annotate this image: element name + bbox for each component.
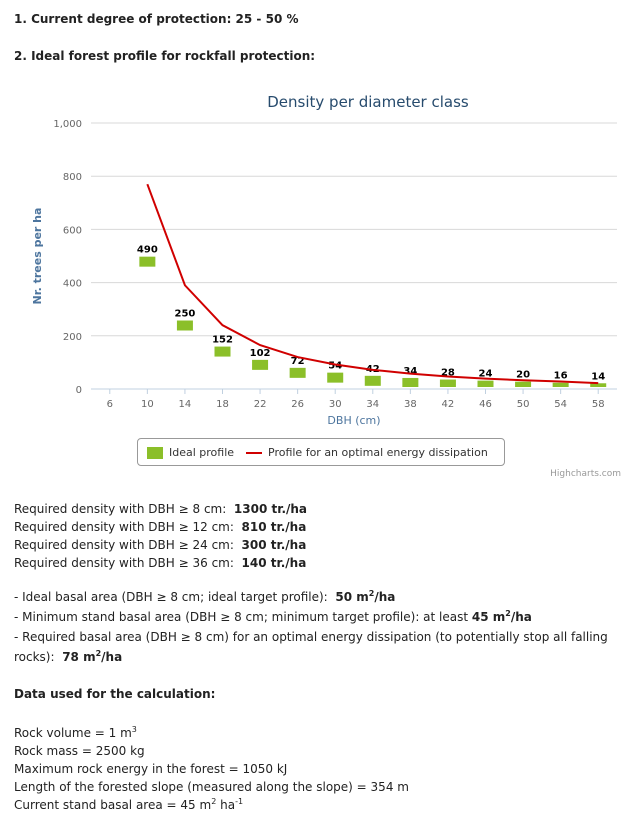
bar-data-label: 28 [441, 368, 455, 379]
x-axis-label: DBH (cm) [327, 414, 380, 427]
legend-item-energy-profile[interactable]: Profile for an optimal energy dissipatio… [246, 446, 488, 459]
x-tick-label: 14 [179, 399, 192, 410]
rock-mass: Rock mass = 2500 kg [14, 744, 145, 758]
bar [139, 256, 156, 267]
calc-data: Rock volume = 1 m3 Rock mass = 2500 kg M… [14, 724, 409, 814]
y-tick-label: 400 [63, 279, 82, 290]
y-tick-label: 200 [63, 332, 82, 343]
legend-label-ideal: Ideal profile [169, 446, 235, 459]
bar-data-label: 16 [554, 371, 568, 382]
x-tick-label: 6 [107, 399, 113, 410]
legend-swatch-bar [147, 446, 163, 459]
bar [477, 380, 494, 387]
bar [439, 379, 456, 387]
chart-legend: Ideal profile Profile for an optimal ene… [137, 438, 505, 466]
bar-data-label: 24 [479, 369, 493, 380]
bar-data-label: 34 [403, 366, 417, 377]
calc-title: Data used for the calculation: [14, 687, 216, 701]
bar [552, 382, 569, 387]
legend-label-energy: Profile for an optimal energy dissipatio… [268, 446, 488, 459]
bar [176, 320, 193, 331]
req-basal-line-2: rocks): 78 m2/ha [14, 649, 123, 664]
bar-data-label: 250 [174, 309, 195, 320]
highcharts-credit[interactable]: Highcharts.com [550, 469, 621, 479]
slope-length: Length of the forested slope (measured a… [14, 780, 409, 794]
x-tick-label: 58 [592, 399, 605, 410]
bar [252, 359, 269, 370]
x-tick-label: 18 [216, 399, 229, 410]
rock-volume: Rock volume = 1 m3 [14, 725, 137, 740]
protection-degree: 1. Current degree of protection: 25 - 50… [14, 12, 299, 26]
density-chart: Density per diameter class 0 200 400 600 800 1… [0, 80, 635, 480]
bar [590, 383, 607, 387]
density-line: Required density with DBH ≥ 24 cm: 300 t… [14, 538, 307, 552]
profile-title: 2. Ideal forest profile for rockfall pro… [14, 49, 316, 63]
x-tick-label: 42 [442, 399, 455, 410]
x-tick-label: 38 [404, 399, 417, 410]
bar-data-label: 72 [291, 356, 305, 367]
bar [214, 346, 231, 357]
x-tick-label: 50 [517, 399, 530, 410]
legend-item-ideal-profile[interactable]: Ideal profile [147, 446, 234, 459]
x-tick-label: 34 [366, 399, 379, 410]
bar-data-label: 490 [137, 245, 158, 256]
bar [515, 381, 532, 387]
x-tick-label: 22 [254, 399, 267, 410]
x-tick-label: 26 [291, 399, 304, 410]
x-tick-label: 10 [141, 399, 154, 410]
bar-data-label: 54 [328, 361, 342, 372]
stand-basal: Current stand basal area = 45 m2 ha-1 [14, 797, 244, 812]
y-tick-label: 1,000 [53, 119, 82, 130]
y-axis-label: Nr. trees per ha [31, 208, 44, 305]
bar [402, 377, 419, 387]
x-tick-label: 30 [329, 399, 342, 410]
density-line: Required density with DBH ≥ 12 cm: 810 t… [14, 520, 307, 534]
chart-title: Density per diameter class [267, 93, 469, 111]
y-tick-label: 800 [63, 172, 82, 183]
basal-area-info: - Ideal basal area (DBH ≥ 8 cm; ideal ta… [14, 587, 608, 667]
x-tick-label: 54 [554, 399, 567, 410]
y-tick-label: 600 [63, 225, 82, 236]
bar-data-label: 14 [591, 371, 605, 382]
ideal-basal-line: - Ideal basal area (DBH ≥ 8 cm; ideal ta… [14, 589, 396, 604]
bar [327, 372, 344, 383]
x-tick-label: 46 [479, 399, 492, 410]
bar [364, 375, 381, 386]
legend-swatch-line [246, 451, 262, 454]
density-line: Required density with DBH ≥ 36 cm: 140 t… [14, 556, 307, 570]
bar-data-label: 20 [516, 370, 530, 381]
min-basal-line: - Minimum stand basal area (DBH ≥ 8 cm; … [14, 609, 532, 624]
req-basal-line-1: - Required basal area (DBH ≥ 8 cm) for a… [14, 630, 608, 644]
y-tick-label: 0 [76, 385, 82, 396]
density-line: Required density with DBH ≥ 8 cm: 1300 t… [14, 502, 308, 516]
bar [289, 367, 306, 378]
energy-line-series [146, 183, 599, 385]
density-list: Required density with DBH ≥ 8 cm: 1300 t… [14, 500, 307, 572]
bar-data-label: 152 [212, 335, 233, 346]
bar-data-label: 102 [250, 348, 271, 359]
chart-svg: Density per diameter class 0 200 400 600 800 1… [31, 93, 617, 427]
max-energy: Maximum rock energy in the forest = 1050… [14, 762, 288, 776]
